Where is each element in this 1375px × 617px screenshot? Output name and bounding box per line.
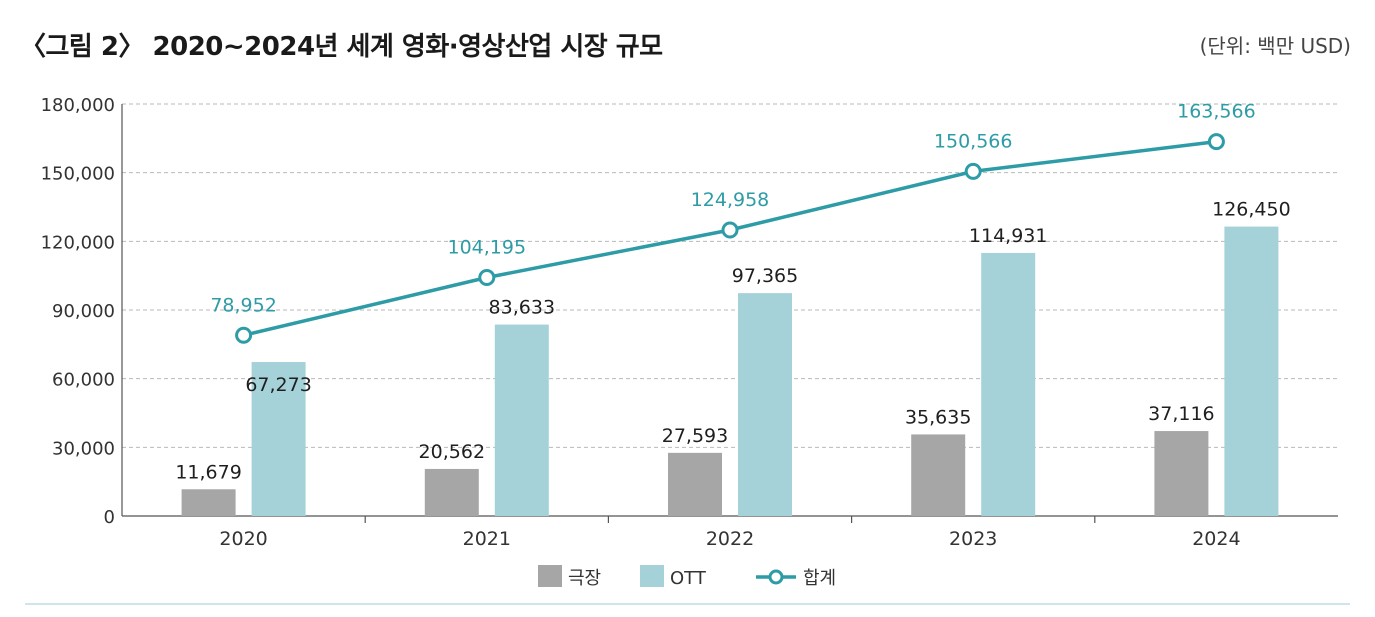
legend-label-ott: OTT: [670, 568, 707, 589]
bottom-divider: [25, 603, 1350, 605]
total-point: [721, 221, 739, 239]
total-point: [1207, 133, 1225, 151]
data-label-theater: 27,593: [662, 425, 728, 447]
x-tick-label: 2021: [463, 528, 511, 550]
x-tick-label: 2024: [1192, 528, 1240, 550]
bar-ott: [494, 324, 549, 516]
x-tick-label: 2023: [949, 528, 997, 550]
y-tick-label: 150,000: [41, 164, 115, 185]
unit-label: (단위: 백만 USD): [1199, 34, 1351, 58]
y-tick-label: 30,000: [52, 438, 115, 459]
total-point: [235, 326, 253, 344]
bar-ott: [738, 293, 792, 516]
bar-ott: [251, 362, 306, 516]
x-tick-label: 2020: [219, 528, 267, 550]
data-label-ott: 97,365: [732, 265, 798, 287]
bar-theater: [1154, 431, 1209, 516]
bar-ott: [981, 252, 1036, 516]
data-label-theater: 11,679: [175, 461, 241, 483]
y-tick-label: 90,000: [52, 301, 115, 322]
data-label-ott: 83,633: [489, 297, 555, 319]
chart-title: 〈그림 2〉 2020~2024년 세계 영화·영상산업 시장 규모: [20, 32, 663, 62]
data-label-total: 124,958: [691, 189, 770, 211]
y-tick-label: 180,000: [41, 95, 115, 116]
data-label-ott: 67,273: [245, 374, 311, 396]
data-label-theater: 37,116: [1148, 403, 1214, 425]
legend-label-total: 합계: [803, 568, 836, 589]
bar-theater: [668, 452, 722, 516]
y-tick-label: 60,000: [52, 370, 115, 391]
bar-theater: [911, 434, 966, 516]
data-label-total: 163,566: [1177, 101, 1256, 123]
bar-ott: [1224, 226, 1279, 516]
legend-marker-total: [768, 569, 784, 585]
bar-theater: [424, 468, 479, 516]
data-label-total: 78,952: [210, 294, 276, 316]
data-label-ott: 126,450: [1212, 199, 1291, 221]
y-tick-label: 120,000: [41, 232, 115, 253]
bar-theater: [181, 489, 236, 516]
data-label-total: 150,566: [934, 130, 1013, 152]
y-tick-label: 0: [104, 507, 115, 528]
legend-swatch-theater: [538, 565, 562, 587]
total-point: [478, 269, 496, 287]
legend-label-theater: 극장: [568, 568, 601, 589]
total-point: [964, 162, 982, 180]
x-tick-label: 2022: [706, 528, 754, 550]
data-label-theater: 35,635: [905, 406, 971, 428]
data-label-ott: 114,931: [969, 225, 1048, 247]
data-label-total: 104,195: [448, 237, 527, 259]
data-label-theater: 20,562: [419, 441, 485, 463]
legend-swatch-ott: [640, 565, 664, 587]
